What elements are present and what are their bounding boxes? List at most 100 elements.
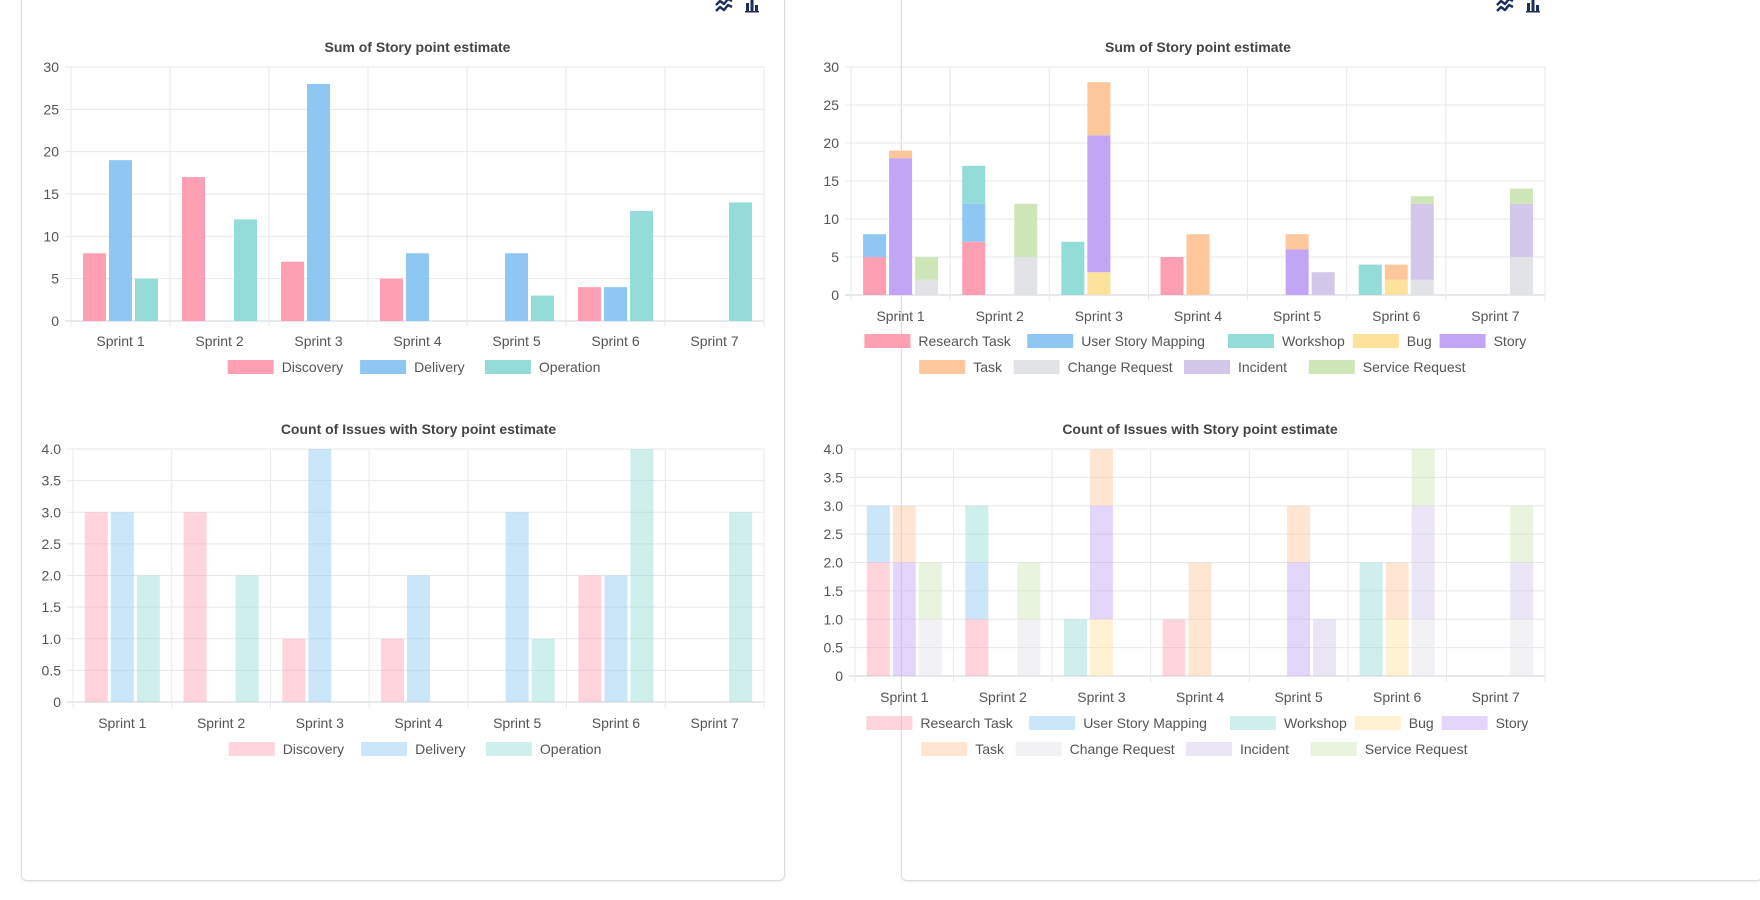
bar-change-request[interactable] [1014, 257, 1038, 295]
legend-swatch-discovery[interactable] [227, 360, 274, 374]
bar-discovery[interactable] [282, 638, 306, 702]
bar-task[interactable] [1188, 562, 1212, 677]
bar-workshop[interactable] [1063, 619, 1087, 676]
legend-swatch-task[interactable] [921, 742, 968, 756]
bar-operation[interactable] [729, 202, 752, 321]
bar-incident[interactable] [1510, 562, 1534, 620]
bar-story[interactable] [1285, 249, 1309, 295]
bar-story[interactable] [1087, 135, 1111, 273]
bar-delivery[interactable] [407, 575, 430, 703]
bar-service-request[interactable] [1411, 449, 1435, 506]
legend-swatch-story[interactable] [1439, 334, 1486, 348]
bar-bug[interactable] [1089, 619, 1113, 676]
line-chart-icon[interactable] [713, 0, 735, 16]
bar-task[interactable] [1384, 264, 1408, 280]
bar-delivery[interactable] [604, 287, 627, 321]
bar-workshop[interactable] [1061, 241, 1085, 295]
bar-delivery[interactable] [505, 512, 529, 702]
bar-task[interactable] [892, 505, 916, 563]
legend-swatch-service-request[interactable] [1308, 360, 1355, 374]
bar-research-task[interactable] [1162, 619, 1186, 676]
bar-operation[interactable] [531, 295, 554, 321]
bar-operation[interactable] [235, 575, 259, 703]
legend-label-change-request[interactable]: Change Request [1070, 741, 1175, 757]
legend-label-operation[interactable]: Operation [540, 741, 601, 757]
legend-label-story[interactable]: Story [1496, 715, 1529, 731]
bar-user-story-mapping[interactable] [965, 562, 989, 620]
legend-swatch-incident[interactable] [1184, 360, 1230, 374]
bar-task[interactable] [889, 150, 913, 159]
bar-operation[interactable] [630, 210, 653, 321]
bar-operation[interactable] [630, 449, 654, 702]
bar-task[interactable] [1087, 82, 1111, 136]
bar-change-request[interactable] [1410, 279, 1434, 295]
bar-service-request[interactable] [1017, 562, 1041, 620]
bar-story[interactable] [889, 158, 913, 295]
legend-label-bug[interactable]: Bug [1409, 715, 1434, 731]
bar-discovery[interactable] [84, 512, 108, 702]
bar-user-story-mapping[interactable] [962, 203, 986, 242]
bar-user-story-mapping[interactable] [866, 505, 890, 563]
bar-discovery[interactable] [380, 278, 403, 321]
legend-swatch-incident[interactable] [1186, 742, 1232, 756]
legend-label-workshop[interactable]: Workshop [1284, 715, 1347, 731]
bar-workshop[interactable] [1359, 562, 1383, 677]
bar-story[interactable] [892, 562, 916, 677]
bar-delivery[interactable] [110, 512, 134, 702]
bar-service-request[interactable] [1014, 203, 1038, 257]
bar-workshop[interactable] [962, 165, 986, 204]
legend-swatch-workshop[interactable] [1230, 716, 1276, 730]
bar-service-request[interactable] [1510, 505, 1534, 563]
legend-label-delivery[interactable]: Delivery [415, 741, 466, 757]
legend-swatch-discovery[interactable] [228, 742, 275, 756]
bar-discovery[interactable] [578, 575, 602, 703]
bar-service-request[interactable] [1410, 196, 1434, 204]
legend-label-incident[interactable]: Incident [1240, 741, 1289, 757]
bar-operation[interactable] [729, 512, 753, 702]
legend-label-discovery[interactable]: Discovery [283, 741, 344, 757]
legend-swatch-operation[interactable] [485, 742, 532, 756]
bar-research-task[interactable] [863, 257, 887, 295]
bar-change-request[interactable] [915, 279, 939, 295]
bar-incident[interactable] [1313, 619, 1337, 676]
legend-swatch-change-request[interactable] [1015, 742, 1062, 756]
bar-task[interactable] [1385, 562, 1409, 620]
legend-swatch-bug[interactable] [1354, 716, 1401, 730]
bar-bug[interactable] [1384, 279, 1408, 295]
bar-discovery[interactable] [83, 253, 106, 321]
legend-label-delivery[interactable]: Delivery [414, 359, 465, 375]
bar-bug[interactable] [1087, 272, 1111, 295]
legend-label-service-request[interactable]: Service Request [1365, 741, 1468, 757]
legend-swatch-bug[interactable] [1352, 334, 1399, 348]
bar-delivery[interactable] [406, 253, 429, 321]
bar-bug[interactable] [1385, 619, 1409, 676]
bar-service-request[interactable] [915, 257, 939, 280]
legend-label-change-request[interactable]: Change Request [1068, 359, 1173, 375]
bar-task[interactable] [1089, 449, 1113, 506]
bar-user-story-mapping[interactable] [863, 234, 887, 257]
bar-workshop[interactable] [1358, 264, 1382, 295]
bar-discovery[interactable] [381, 638, 404, 702]
bar-chart-icon[interactable] [741, 0, 763, 16]
legend-swatch-user-story-mapping[interactable] [1029, 716, 1076, 730]
bar-discovery[interactable] [183, 512, 207, 702]
legend-swatch-task[interactable] [919, 360, 966, 374]
bar-service-request[interactable] [1509, 188, 1533, 204]
legend-swatch-user-story-mapping[interactable] [1027, 334, 1074, 348]
bar-delivery[interactable] [307, 83, 330, 321]
legend-label-user-story-mapping[interactable]: User Story Mapping [1081, 333, 1205, 349]
legend-label-operation[interactable]: Operation [539, 359, 600, 375]
legend-swatch-research-task[interactable] [864, 334, 911, 348]
legend-label-story[interactable]: Story [1494, 333, 1527, 349]
legend-label-bug[interactable]: Bug [1407, 333, 1432, 349]
bar-story[interactable] [1089, 505, 1113, 620]
bar-operation[interactable] [136, 575, 160, 703]
bar-chart-icon[interactable] [1522, 0, 1544, 16]
legend-swatch-service-request[interactable] [1310, 742, 1357, 756]
bar-change-request[interactable] [1411, 619, 1435, 676]
legend-label-research-task[interactable]: Research Task [918, 333, 1011, 349]
bar-research-task[interactable] [866, 562, 890, 677]
legend-label-research-task[interactable]: Research Task [920, 715, 1013, 731]
bar-task[interactable] [1285, 234, 1309, 250]
bar-discovery[interactable] [182, 177, 205, 321]
